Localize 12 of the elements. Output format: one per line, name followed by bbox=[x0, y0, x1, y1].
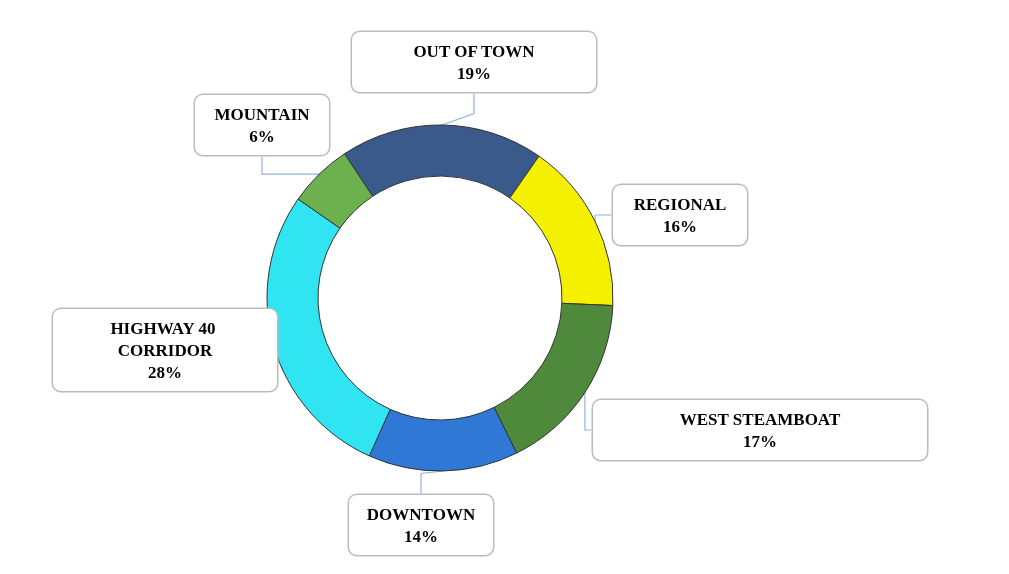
data-label: 14% bbox=[404, 526, 438, 546]
slice-label: WEST STEAMBOAT bbox=[679, 409, 841, 429]
slice-label: REGIONAL bbox=[633, 194, 727, 214]
data-label: 28% bbox=[148, 362, 182, 382]
slice-label: MOUNTAIN bbox=[214, 104, 311, 124]
slice-label: OUT OF TOWN bbox=[413, 41, 536, 61]
slice-label: DOWNTOWN bbox=[366, 504, 476, 524]
data-label: 19% bbox=[457, 63, 491, 83]
data-label: 17% bbox=[743, 431, 777, 451]
data-label: 6% bbox=[249, 126, 275, 146]
slice-label: HIGHWAY 40 CORRIDOR bbox=[110, 318, 220, 360]
data-label: 16% bbox=[663, 216, 697, 236]
